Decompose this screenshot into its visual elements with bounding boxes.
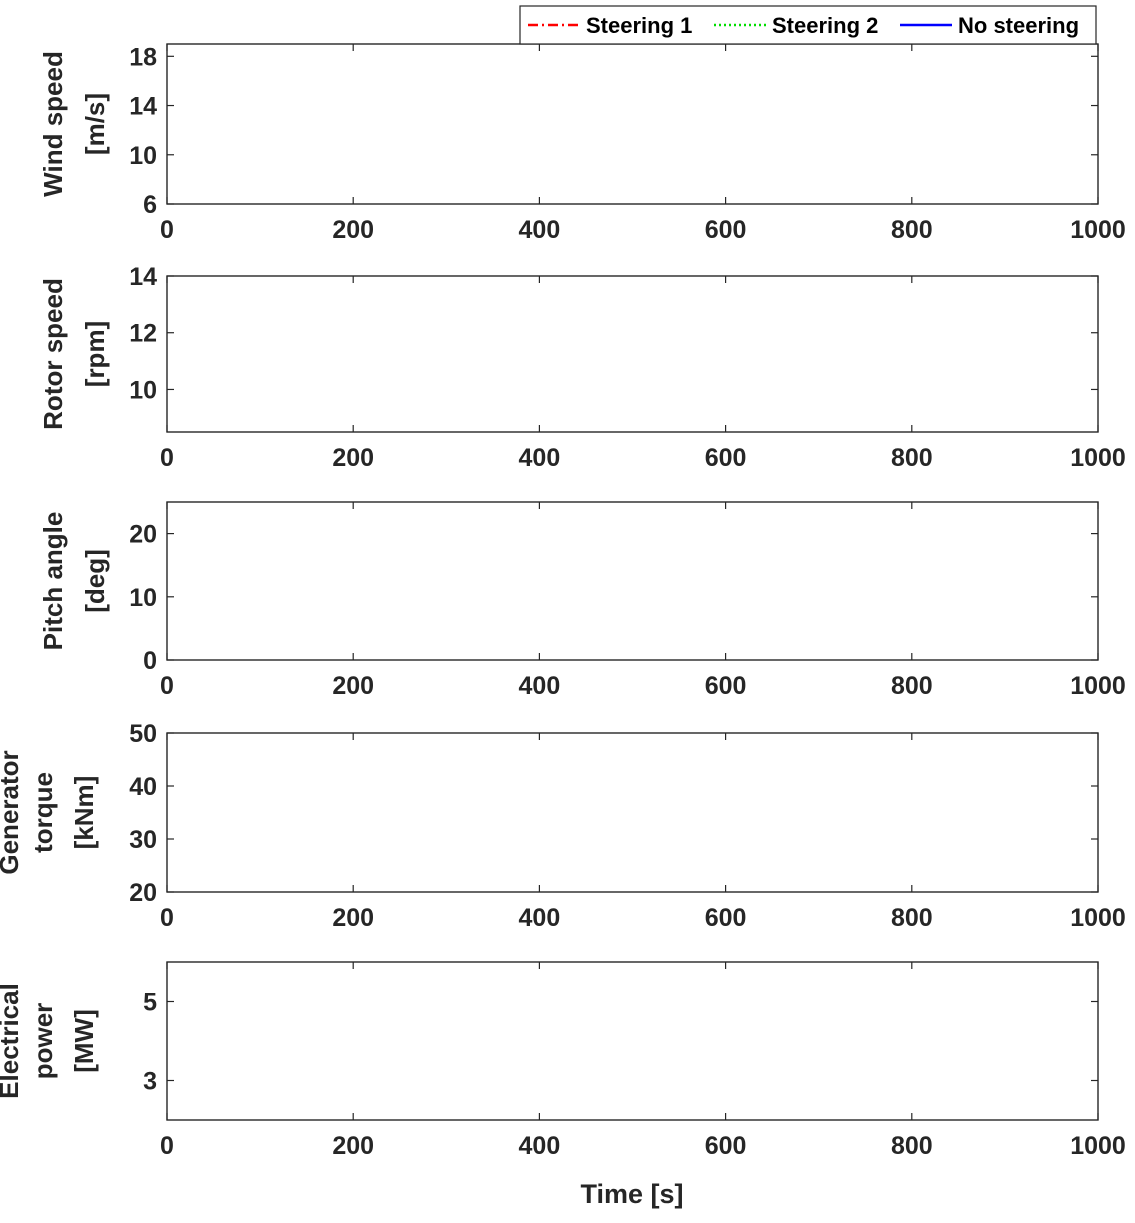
x-tick-label: 200: [332, 216, 374, 244]
y-tick-label: 40: [129, 773, 157, 801]
y-axis-label-line: Generator: [0, 750, 24, 874]
y-axis-label-line: [rpm]: [80, 321, 110, 387]
y-tick-label: 6: [143, 191, 157, 219]
x-tick-label: 800: [891, 216, 933, 244]
y-tick-label: 0: [143, 647, 157, 675]
y-tick-label: 20: [129, 879, 157, 907]
y-axis-label-line: power: [28, 1003, 58, 1080]
x-tick-label: 800: [891, 1132, 933, 1160]
x-tick-label: 400: [519, 904, 561, 932]
x-tick-label: 0: [160, 216, 174, 244]
x-tick-label: 200: [332, 904, 374, 932]
axes-frame: [166, 275, 1099, 433]
y-tick-label: 14: [129, 263, 157, 291]
legend-label: Steering 1: [586, 13, 692, 38]
y-axis-label-line: Electrical: [0, 983, 24, 1099]
y-axis-label-line: [m/s]: [80, 93, 110, 155]
y-axis-label-line: [MW]: [69, 1009, 99, 1073]
y-tick-label: 30: [129, 826, 157, 854]
x-tick-label: 1000: [1070, 672, 1126, 700]
y-tick-label: 5: [143, 989, 157, 1017]
panel-2: 0 200 400 600 800 1000 10 12 14 Rotor speed [rpm]: [38, 263, 1126, 472]
y-tick-label: 10: [129, 584, 157, 612]
axes-frame: [166, 961, 1099, 1121]
axes-frame: [166, 501, 1099, 661]
y-tick-label: 10: [129, 376, 157, 404]
y-tick-label: 3: [143, 1068, 157, 1096]
y-axis-label-line: Wind speed: [38, 51, 68, 197]
y-tick-label: 50: [129, 720, 157, 748]
y-tick-label: 12: [129, 320, 157, 348]
x-tick-label: 200: [332, 1132, 374, 1160]
y-axis-label-line: torque: [28, 772, 58, 853]
legend-label: No steering: [958, 13, 1079, 38]
x-axis-label: Time [s]: [580, 1179, 683, 1209]
x-tick-label: 200: [332, 444, 374, 472]
y-axis-label-line: Pitch angle: [38, 512, 68, 651]
y-tick-label: 14: [129, 93, 157, 121]
y-axis-label-line: [kNm]: [69, 776, 99, 850]
axes-frame: [166, 43, 1099, 205]
y-tick-label: 18: [129, 43, 157, 71]
x-tick-label: 800: [891, 904, 933, 932]
x-tick-label: 0: [160, 1132, 174, 1160]
panel-1: 0 200 400 600 800 1000 6 10 14 18 Wind speed [m/s]: [38, 43, 1126, 244]
x-tick-label: 600: [705, 672, 747, 700]
x-tick-label: 0: [160, 672, 174, 700]
panel-5: 0 200 400 600 800 1000 3 5 Electrical power [MW]: [0, 961, 1126, 1160]
axes-frame: [166, 732, 1099, 893]
legend-box: [519, 5, 1097, 45]
panel-4: 0 200 400 600 800 1000 20 30 40 50 Generator torque…: [0, 720, 1126, 932]
x-tick-label: 800: [891, 444, 933, 472]
y-tick-label: 20: [129, 521, 157, 549]
x-tick-label: 400: [519, 672, 561, 700]
x-tick-label: 400: [519, 444, 561, 472]
x-tick-label: 0: [160, 904, 174, 932]
x-tick-label: 600: [705, 1132, 747, 1160]
x-tick-label: 600: [705, 216, 747, 244]
x-tick-label: 0: [160, 444, 174, 472]
x-tick-label: 400: [519, 1132, 561, 1160]
y-tick-label: 10: [129, 142, 157, 170]
x-tick-label: 600: [705, 904, 747, 932]
y-axis-label-line: Rotor speed: [38, 278, 68, 430]
x-tick-label: 200: [332, 672, 374, 700]
legend-label: Steering 2: [772, 13, 878, 38]
x-tick-label: 1000: [1070, 216, 1126, 244]
panel-3: 0 200 400 600 800 1000 0 10 20 Pitch angle [deg]: [38, 501, 1126, 700]
x-tick-label: 1000: [1070, 444, 1126, 472]
legend: Steering 1 Steering 2 No steering: [519, 5, 1097, 45]
x-tick-label: 600: [705, 444, 747, 472]
x-tick-label: 1000: [1070, 1132, 1126, 1160]
x-tick-label: 400: [519, 216, 561, 244]
x-tick-label: 800: [891, 672, 933, 700]
x-tick-label: 1000: [1070, 904, 1126, 932]
y-axis-label-line: [deg]: [80, 549, 110, 613]
